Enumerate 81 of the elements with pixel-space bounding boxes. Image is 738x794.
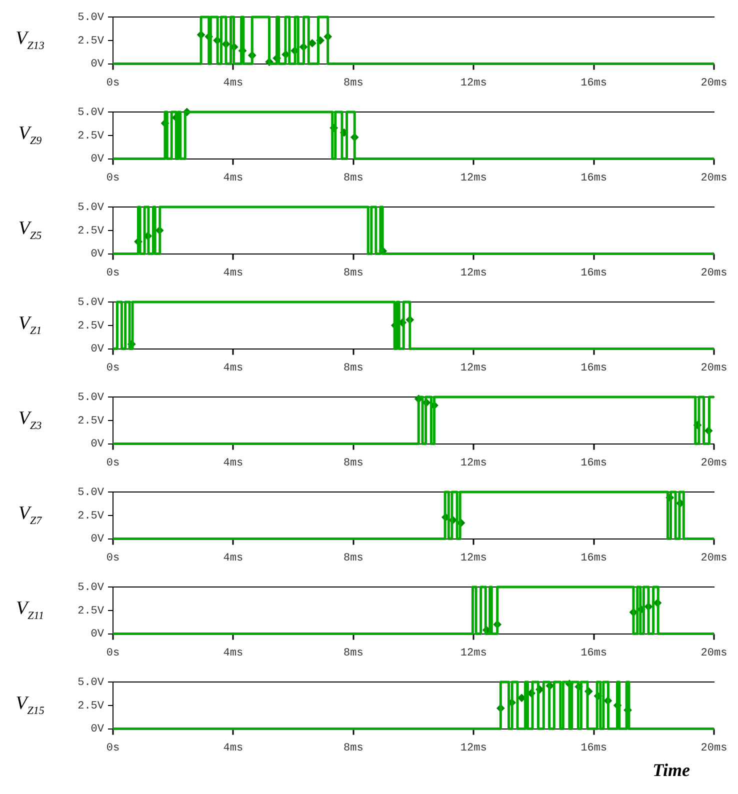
x-tick-label: 16ms xyxy=(580,457,608,470)
x-tick-label: 4ms xyxy=(223,552,244,564)
x-tick-label: 0s xyxy=(106,362,120,374)
x-tick-label: 20ms xyxy=(700,647,728,660)
y-axis-title: V$_{Z13}$ xyxy=(14,28,46,52)
x-axis-title: Time xyxy=(652,760,691,781)
y-tick-label: 2.5V xyxy=(78,415,104,428)
x-tick-label: 16ms xyxy=(580,267,608,280)
y-tick-label: 0V xyxy=(90,628,104,641)
y-axis-title: V$_{Z3}$ xyxy=(17,408,43,432)
x-tick-label: 20ms xyxy=(700,457,728,470)
x-tick-label: 12ms xyxy=(460,267,487,280)
x-tick-label: 4ms xyxy=(223,172,244,184)
x-tick-label: 20ms xyxy=(700,552,728,564)
y-tick-label: 5.0V xyxy=(78,676,104,689)
y-axis-title: V$_{Z9}$ xyxy=(17,123,43,147)
x-tick-label: 4ms xyxy=(223,362,244,374)
x-tick-label: 16ms xyxy=(580,77,608,90)
x-tick-label: 8ms xyxy=(343,362,364,374)
y-tick-label: 5.0V xyxy=(78,106,104,119)
x-tick-label: 8ms xyxy=(343,647,364,660)
x-tick-label: 4ms xyxy=(223,742,244,754)
x-tick-label: 4ms xyxy=(223,77,244,90)
x-tick-label: 8ms xyxy=(343,742,364,754)
y-tick-label: 0V xyxy=(90,58,104,71)
x-tick-label: 20ms xyxy=(700,742,728,754)
x-tick-label: 12ms xyxy=(460,457,487,470)
x-tick-label: 20ms xyxy=(700,172,728,184)
y-tick-label: 0V xyxy=(90,344,104,356)
y-tick-label: 5.0V xyxy=(78,12,104,24)
x-tick-label: 8ms xyxy=(343,552,364,564)
y-axis-title: V$_{Z15}$ xyxy=(14,693,46,717)
x-tick-label: 16ms xyxy=(580,647,608,660)
x-tick-label: 16ms xyxy=(580,552,608,564)
x-tick-label: 0s xyxy=(106,77,120,90)
x-tick-label: 16ms xyxy=(580,172,608,184)
y-tick-label: 5.0V xyxy=(78,582,104,594)
x-tick-label: 12ms xyxy=(460,647,487,660)
x-tick-label: 12ms xyxy=(460,362,487,374)
y-tick-label: 2.5V xyxy=(78,320,104,332)
y-tick-label: 5.0V xyxy=(78,486,104,499)
y-tick-label: 5.0V xyxy=(78,202,104,214)
y-tick-label: 2.5V xyxy=(78,605,104,618)
x-tick-label: 16ms xyxy=(580,362,608,374)
x-tick-label: 20ms xyxy=(700,362,728,374)
x-tick-label: 0s xyxy=(106,172,120,184)
y-tick-label: 2.5V xyxy=(78,700,104,712)
x-tick-label: 8ms xyxy=(343,267,364,280)
x-tick-label: 4ms xyxy=(223,267,244,280)
x-tick-label: 12ms xyxy=(460,77,487,90)
x-tick-label: 4ms xyxy=(223,457,244,470)
y-tick-label: 0V xyxy=(90,534,104,546)
x-tick-label: 4ms xyxy=(223,647,244,660)
y-tick-label: 2.5V xyxy=(78,130,104,142)
y-axis-title: V$_{Z5}$ xyxy=(17,218,43,242)
x-tick-label: 20ms xyxy=(700,77,728,90)
y-axis-title: V$_{Z11}$ xyxy=(15,598,45,622)
x-tick-label: 0s xyxy=(106,267,120,280)
x-tick-label: 0s xyxy=(106,457,120,470)
y-tick-label: 2.5V xyxy=(78,510,104,522)
x-tick-label: 0s xyxy=(106,647,120,660)
y-axis-title: V$_{Z1}$ xyxy=(17,313,43,337)
x-tick-label: 0s xyxy=(106,742,120,754)
y-tick-label: 5.0V xyxy=(78,392,104,404)
x-tick-label: 0s xyxy=(106,552,120,564)
x-tick-label: 8ms xyxy=(343,77,364,90)
y-tick-label: 0V xyxy=(90,248,104,261)
y-tick-label: 2.5V xyxy=(78,225,104,238)
y-tick-label: 0V xyxy=(90,154,104,166)
x-tick-label: 12ms xyxy=(460,552,487,564)
x-tick-label: 8ms xyxy=(343,457,364,470)
x-tick-label: 8ms xyxy=(343,172,364,184)
x-tick-label: 12ms xyxy=(460,172,487,184)
x-tick-label: 12ms xyxy=(460,742,487,754)
x-tick-label: 16ms xyxy=(580,742,608,754)
y-tick-label: 2.5V xyxy=(78,35,104,48)
y-tick-label: 0V xyxy=(90,438,104,451)
y-tick-label: 0V xyxy=(90,724,104,736)
x-tick-label: 20ms xyxy=(700,267,728,280)
y-axis-title: V$_{Z7}$ xyxy=(17,503,43,527)
y-tick-label: 5.0V xyxy=(78,296,104,309)
